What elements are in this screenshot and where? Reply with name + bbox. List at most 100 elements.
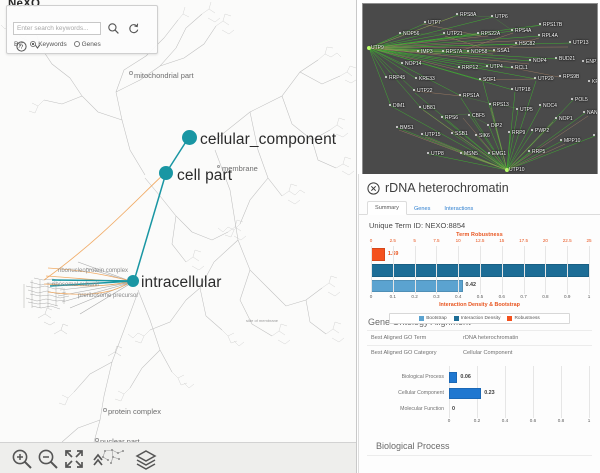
search-icon[interactable] — [107, 22, 120, 35]
network-node-enp1[interactable] — [582, 60, 585, 63]
network-node-nop14[interactable] — [401, 62, 404, 65]
network-node-pol5[interactable] — [571, 98, 574, 101]
network-node-rps6[interactable] — [441, 116, 444, 119]
network-node-emg1[interactable] — [488, 152, 491, 155]
network-node-rrp12[interactable] — [458, 66, 461, 69]
network-node-kri1[interactable] — [588, 80, 591, 83]
network-node-utp4[interactable] — [486, 65, 489, 68]
term-header: rDNA heterochromatin — [359, 174, 600, 199]
tree-node-cellular-component[interactable] — [182, 130, 197, 145]
search-panel[interactable]: ? By: Keywords Genes — [6, 5, 158, 54]
network-node-rps4a[interactable] — [511, 29, 514, 32]
tab-genes[interactable]: Genes — [413, 206, 431, 212]
reset-icon[interactable] — [127, 22, 140, 35]
search-filter-row[interactable]: By: Keywords Genes — [14, 41, 101, 48]
radio-keywords[interactable] — [30, 41, 37, 48]
network-node-utp15[interactable] — [421, 133, 424, 136]
network-node-rps1a[interactable] — [459, 94, 462, 97]
network-node-utp7[interactable] — [424, 21, 427, 24]
network-node-ssb1[interactable] — [451, 132, 454, 135]
network-node-utp22[interactable] — [413, 89, 416, 92]
network-node-rps17b[interactable] — [539, 23, 542, 26]
robustness-bottom-tick: 0.8 — [542, 294, 549, 299]
tree-node-membrane[interactable] — [217, 165, 220, 168]
network-node-rpl4a[interactable] — [538, 34, 541, 37]
zoom-in-button[interactable] — [10, 447, 34, 471]
network-node-kre33[interactable] — [415, 77, 418, 80]
go-bar-biological-process[interactable] — [449, 372, 458, 383]
layers-button[interactable] — [134, 447, 158, 471]
network-node-ub81[interactable] — [419, 106, 422, 109]
chevron-down-icon[interactable] — [34, 40, 41, 53]
network-node-mpp10[interactable] — [560, 139, 563, 142]
tree-node-cell-part[interactable] — [159, 166, 173, 180]
network-node-pwp2[interactable] — [531, 129, 534, 132]
network-node-nan1[interactable] — [583, 111, 586, 114]
network-node-nop58[interactable] — [467, 50, 470, 53]
network-node-imp3[interactable] — [417, 50, 420, 53]
robustness-top-tick: 10 — [455, 238, 461, 243]
network-node-utp20[interactable] — [534, 77, 537, 80]
legend-item-bootstrap[interactable]: Bootstrap — [419, 316, 447, 321]
bar-robustness[interactable] — [371, 248, 385, 261]
close-circle-icon[interactable] — [367, 181, 380, 195]
tree-node-protein-complex[interactable] — [103, 408, 107, 412]
tree-node-nuclear-part[interactable] — [95, 438, 99, 442]
help-icon[interactable]: ? — [15, 40, 28, 53]
bar-bootstrap-value: 0.42 — [465, 282, 477, 288]
network-node-rrp45[interactable] — [385, 76, 388, 79]
tree-node-mitochondrial-part[interactable] — [129, 71, 133, 75]
radio-genes[interactable] — [73, 41, 80, 48]
gridline — [567, 246, 569, 294]
network-node-bms1[interactable] — [396, 126, 399, 129]
network-node-dim1[interactable] — [389, 104, 392, 107]
tab-interactions[interactable]: Interactions — [444, 206, 474, 212]
network-node-sof1[interactable] — [479, 78, 482, 81]
network-node-rcl1[interactable] — [511, 66, 514, 69]
network-node-nop56[interactable] — [399, 32, 402, 35]
network-node-hsc82[interactable] — [515, 42, 518, 45]
network-node-rps8a[interactable] — [456, 13, 459, 16]
network-node-utp21[interactable] — [443, 32, 446, 35]
network-node-rps22a[interactable] — [477, 32, 480, 35]
bar-bootstrap[interactable] — [371, 280, 463, 292]
collapse-button[interactable] — [92, 447, 126, 471]
zoom-out-button[interactable] — [36, 447, 60, 471]
info-tabs[interactable]: Summary Genes Interactions — [359, 199, 600, 215]
search-input[interactable] — [13, 22, 101, 35]
network-node-nop1[interactable] — [555, 117, 558, 120]
network-node-nop6[interactable] — [593, 134, 596, 137]
network-node-dip2[interactable] — [487, 124, 490, 127]
network-node-cbf5[interactable] — [468, 114, 471, 117]
network-node-sik6[interactable] — [475, 134, 478, 137]
network-node-utp9[interactable] — [367, 46, 371, 50]
network-node-utp6[interactable] — [491, 15, 494, 18]
network-node-utp5[interactable] — [516, 108, 519, 111]
ontology-tree-graph[interactable] — [0, 0, 357, 473]
robustness-plot-area: 1.59 0.42 — [367, 246, 592, 294]
network-node-utp13[interactable] — [569, 41, 572, 44]
network-node-rps9b[interactable] — [559, 75, 562, 78]
network-node-rps13[interactable] — [489, 103, 492, 106]
network-node-utp10[interactable] — [505, 168, 509, 172]
tab-summary[interactable]: Summary — [367, 201, 407, 215]
network-node-rrp9[interactable] — [508, 131, 511, 134]
network-node-ssa1[interactable] — [493, 49, 496, 52]
network-node-rrp5[interactable] — [528, 150, 531, 153]
ontology-tree-panel[interactable]: cellular_component cell part intracellul… — [0, 0, 357, 473]
network-node-msn5[interactable] — [460, 152, 463, 155]
fit-to-screen-button[interactable] — [62, 447, 86, 471]
network-node-bud21[interactable] — [555, 57, 558, 60]
network-node-nop4[interactable] — [529, 59, 532, 62]
gene-interaction-network[interactable]: UTP9 RPS8A UTP6 RPS17B UTP7 NOP56 UTP21 RPS22A R… — [362, 3, 598, 175]
tree-node-intracellular[interactable] — [127, 275, 139, 287]
network-node-rps7a[interactable] — [442, 50, 445, 53]
radio-keywords-label: Keywords — [38, 41, 67, 48]
legend-item-robustness[interactable]: Robustness — [507, 316, 540, 321]
network-node-noc4[interactable] — [539, 104, 542, 107]
network-node-utp18[interactable] — [511, 88, 514, 91]
legend-item-interaction-density[interactable]: Interaction Density — [453, 316, 500, 321]
gridline — [533, 366, 534, 418]
go-bar-cellular-component[interactable] — [449, 388, 482, 399]
network-node-utp8[interactable] — [427, 152, 430, 155]
